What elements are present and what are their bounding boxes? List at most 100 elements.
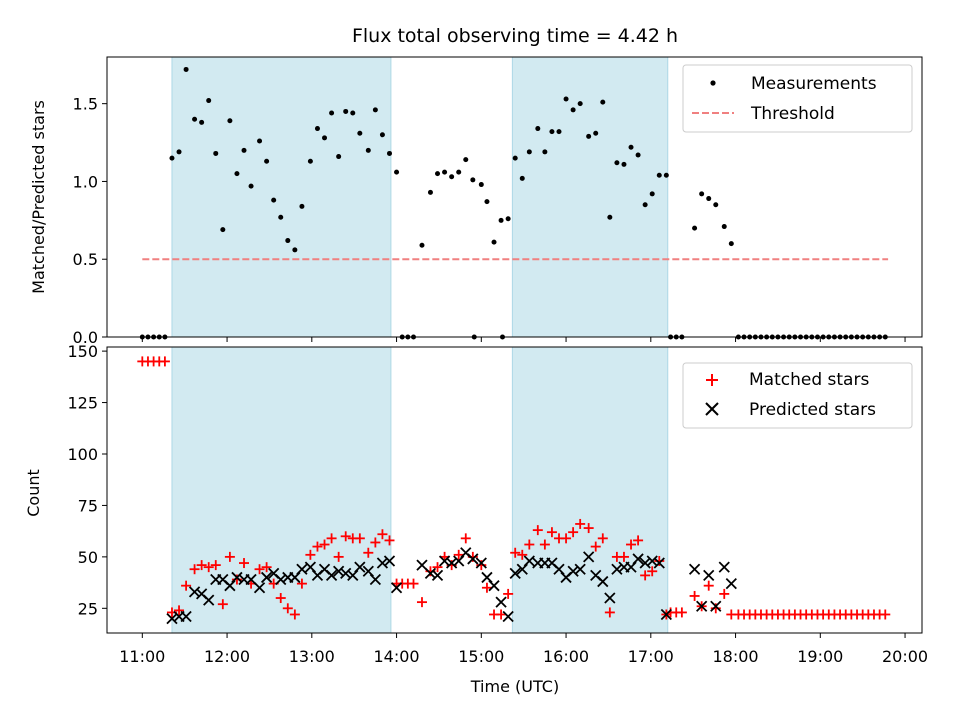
matched-star-point <box>174 605 185 616</box>
matched-star-point <box>354 533 365 544</box>
measurement-point <box>234 171 240 177</box>
predicted-star-point <box>611 563 623 575</box>
matched-star-point <box>710 603 721 614</box>
predicted-star-points <box>166 547 737 625</box>
top-shaded-intervals <box>171 56 669 338</box>
bottom-x-axis: 11:00 12:00 13:00 14:00 15:00 16:00 17:00 18:00… <box>119 633 928 666</box>
predicted-star-point <box>604 592 616 604</box>
matched-star-point <box>312 541 323 552</box>
bottom-shaded-intervals <box>171 346 669 634</box>
matched-star-point <box>363 547 374 558</box>
measurement-point <box>176 149 182 155</box>
predicted-star-point <box>438 555 451 567</box>
top-y-axis: 0.0 0.5 1.0 1.5 <box>73 95 107 347</box>
matched-star-point <box>583 523 594 534</box>
y-tick-label: 0.0 <box>73 328 98 347</box>
measurement-point <box>713 202 719 208</box>
predicted-star-point <box>275 573 287 586</box>
measurement-point <box>607 214 613 220</box>
measurement-point <box>526 149 532 155</box>
matched-star-point <box>532 525 543 536</box>
legend-measurements-marker <box>710 80 716 86</box>
measurement-point <box>628 144 634 150</box>
x-tick-label: 18:00 <box>712 647 758 666</box>
matched-star-point <box>597 533 608 544</box>
predicted-star-point <box>424 567 437 579</box>
matched-star-point <box>568 527 579 538</box>
predicted-star-point <box>583 551 595 563</box>
measurement-point <box>248 183 254 189</box>
measurement-point <box>498 217 504 223</box>
matched-star-point <box>416 597 427 608</box>
predicted-star-point <box>446 557 458 569</box>
shaded-interval-0 <box>171 56 392 338</box>
matched-star-point <box>203 562 214 573</box>
measurement-point <box>692 225 698 231</box>
measurement-point <box>213 150 219 156</box>
x-tick-label: 17:00 <box>628 647 674 666</box>
matched-star-point <box>575 518 586 529</box>
matched-star-point <box>261 562 272 573</box>
measurement-point <box>372 107 378 113</box>
matched-star-point <box>224 551 235 562</box>
matched-star-point <box>370 537 381 548</box>
bottom-legend-box <box>682 362 913 429</box>
measurement-point <box>183 66 189 72</box>
measurement-point <box>449 174 455 180</box>
measurement-point <box>491 239 497 245</box>
measurement-point <box>621 161 627 167</box>
legend-predicted-label: Predicted stars <box>749 400 876 420</box>
measurement-point <box>563 96 569 102</box>
matched-star-point <box>546 527 557 538</box>
measurement-point <box>614 160 620 166</box>
predicted-star-point <box>495 596 507 608</box>
predicted-star-point <box>574 563 586 575</box>
matched-star-point <box>326 533 337 544</box>
x-tick-label: 11:00 <box>119 647 165 666</box>
measurement-point <box>227 118 233 124</box>
matched-star-point <box>689 590 700 601</box>
predicted-star-point <box>296 563 308 575</box>
legend-threshold-label: Threshold <box>750 104 835 124</box>
measurement-point <box>394 169 400 175</box>
legend-matched-label: Matched stars <box>749 370 869 390</box>
matched-star-point <box>408 578 419 589</box>
predicted-star-point <box>188 586 201 598</box>
x-tick-label: 16:00 <box>543 647 589 666</box>
matched-star-point <box>633 535 644 546</box>
matched-star-point <box>231 574 242 585</box>
predicted-star-point <box>567 565 579 577</box>
matched-star-point <box>640 570 651 581</box>
predicted-star-point <box>260 571 273 584</box>
measurement-point <box>470 177 476 183</box>
x-tick-label: 19:00 <box>797 647 843 666</box>
matched-star-point <box>432 562 443 573</box>
matched-star-point <box>384 535 395 546</box>
y-tick-label: 25 <box>78 599 98 618</box>
predicted-star-point <box>369 573 382 586</box>
matched-star-point <box>590 541 601 552</box>
measurement-point <box>271 197 277 203</box>
y-tick-label: 1.0 <box>73 172 98 191</box>
matched-star-point <box>305 549 316 560</box>
matched-star-point <box>524 539 535 550</box>
predicted-star-point <box>431 569 444 582</box>
legend-matched-marker <box>706 374 718 386</box>
measurement-point <box>519 175 525 181</box>
measurement-point <box>577 101 583 107</box>
measurement-point <box>278 214 284 220</box>
matched-star-point <box>296 578 307 589</box>
measurement-point <box>314 126 320 132</box>
measurement-point <box>307 158 313 164</box>
predicted-star-point <box>653 557 665 569</box>
measurement-point <box>285 238 291 244</box>
matched-star-point <box>676 607 687 618</box>
measurement-point <box>336 154 342 160</box>
matched-star-point <box>196 560 207 571</box>
measurement-point <box>478 182 484 188</box>
matched-star-point <box>561 533 572 544</box>
predicted-star-point <box>725 577 737 590</box>
shaded-interval-1 <box>511 346 669 634</box>
measurement-point <box>329 110 335 116</box>
y-tick-label: 150 <box>67 342 98 361</box>
